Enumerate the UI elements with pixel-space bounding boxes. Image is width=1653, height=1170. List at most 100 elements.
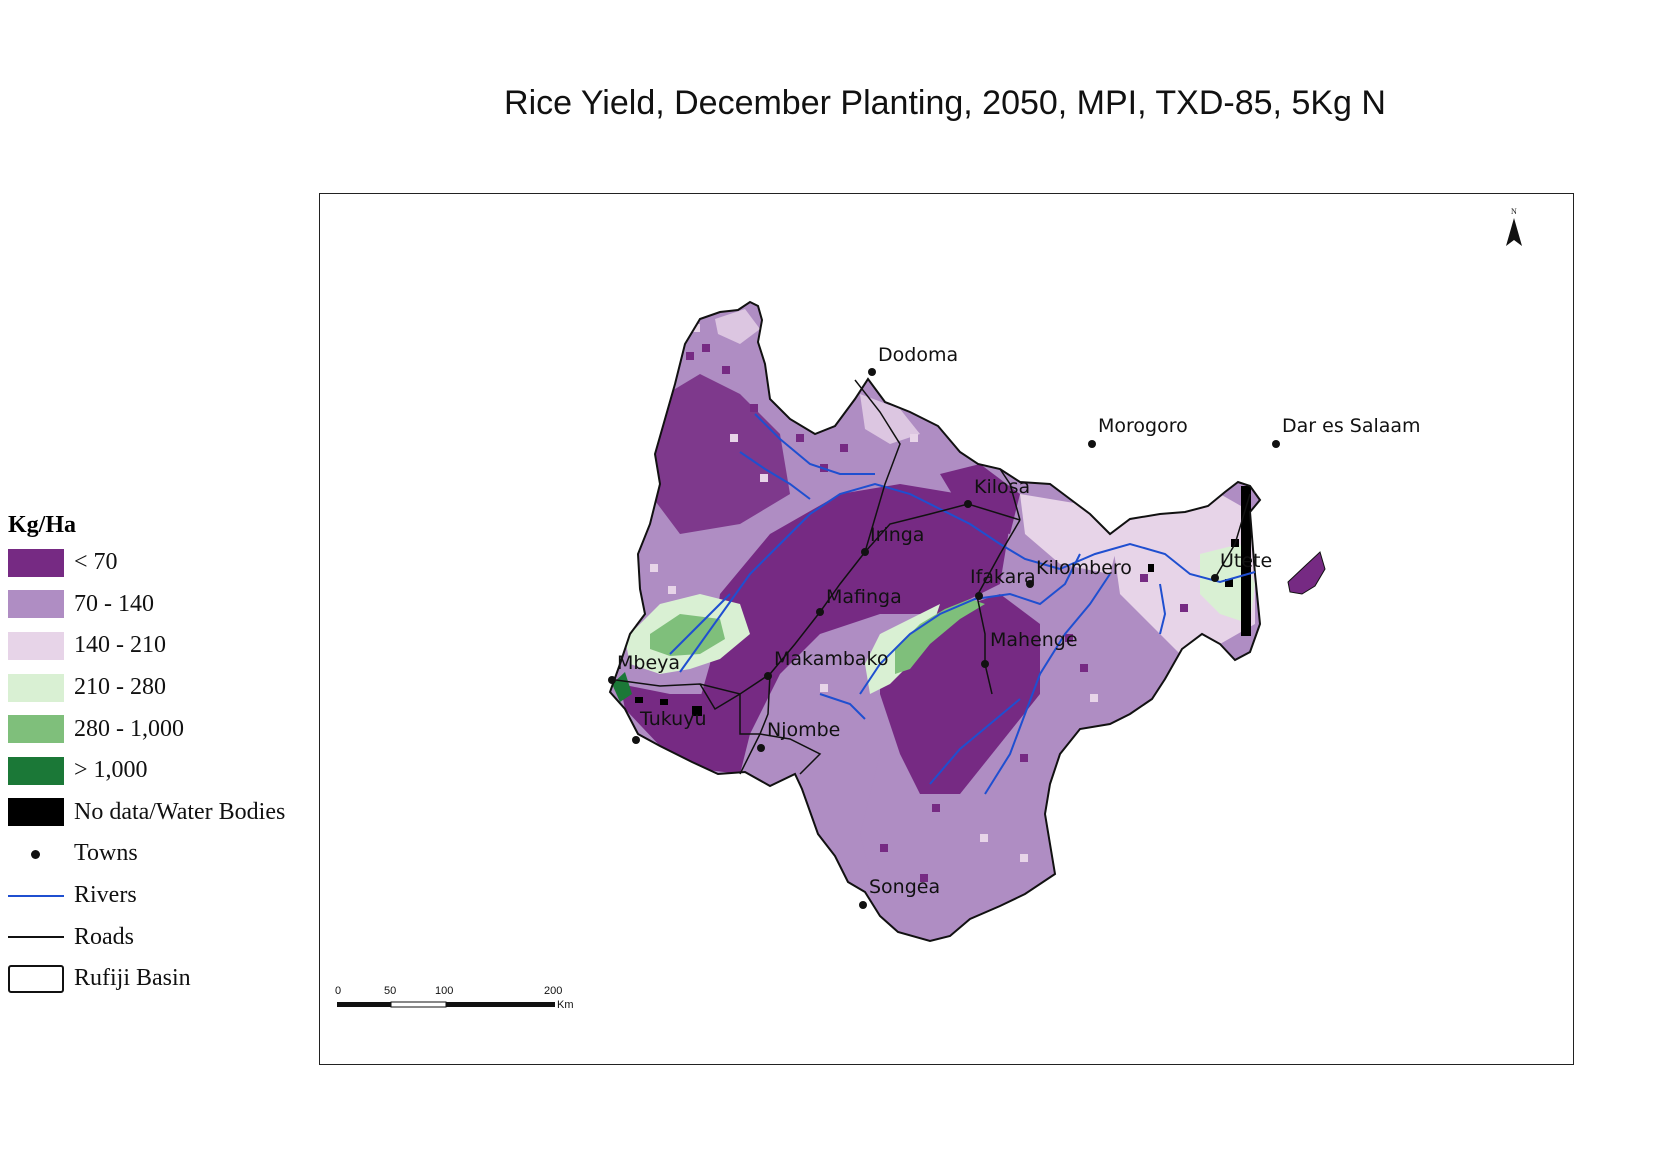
svg-text:Utete: Utete	[1220, 550, 1272, 572]
svg-text:Tukuyu: Tukuyu	[639, 708, 707, 730]
map-title: Rice Yield, December Planting, 2050, MPI…	[504, 84, 1386, 122]
svg-text:Ifakara: Ifakara	[970, 566, 1036, 588]
road-kilosa-ifakara	[976, 519, 1021, 597]
legend-item-rivers: Rivers	[8, 875, 318, 917]
scale-tick-100: 100	[435, 985, 453, 997]
river-north-tributary	[739, 451, 811, 500]
river-luwegu	[984, 573, 1111, 795]
town-songea: Songea	[859, 876, 940, 909]
scale-bar: 0 50 100 200 Km	[335, 985, 574, 1011]
svg-text:Morogoro: Morogoro	[1098, 415, 1188, 437]
town-kilombero: Kilombero	[1026, 557, 1132, 588]
town-tukuyu: Tukuyu	[632, 708, 707, 744]
road-tukuyu	[699, 683, 741, 711]
svg-text:Iringa: Iringa	[870, 524, 924, 546]
road-line-icon	[8, 923, 64, 951]
svg-text:Mbeya: Mbeya	[617, 652, 680, 674]
towns: Dodoma Morogoro Dar es Salaam Kilosa Iri…	[608, 344, 1421, 909]
svg-text:Songea: Songea	[869, 876, 940, 898]
road-njombe-loop	[759, 733, 822, 775]
legend-swatch-gt1000	[8, 756, 64, 785]
legend-item-basin: Rufiji Basin	[8, 958, 318, 1000]
legend-item-70-140: 70 - 140	[8, 584, 318, 626]
raster-speckles-light	[650, 324, 1098, 862]
svg-text:N: N	[1511, 207, 1517, 216]
legend-label: 70 - 140	[74, 590, 154, 617]
svg-text:Makambako: Makambako	[774, 648, 889, 670]
zone-140-210-east	[1110, 494, 1255, 654]
legend-swatch-280-1000	[8, 715, 64, 744]
town-njombe: Njombe	[757, 719, 840, 752]
town-morogoro: Morogoro	[1088, 415, 1188, 448]
map-frame: Dodoma Morogoro Dar es Salaam Kilosa Iri…	[319, 193, 1574, 1065]
svg-text:Mafinga: Mafinga	[826, 586, 902, 608]
svg-text:Dar es Salaam: Dar es Salaam	[1282, 415, 1421, 437]
legend-title: Kg/Ha	[8, 512, 77, 538]
town-kilosa: Kilosa	[964, 476, 1030, 508]
map-canvas: Dodoma Morogoro Dar es Salaam Kilosa Iri…	[335, 207, 1522, 1011]
river-east-branch	[1159, 583, 1167, 635]
legend: Kg/Ha < 70 70 - 140 140 - 210 210 - 280 …	[8, 508, 318, 1000]
legend-item-roads: Roads	[8, 916, 318, 958]
road-dodoma-iringa	[854, 379, 901, 553]
river-mbeya	[669, 593, 731, 655]
town-mahenge: Mahenge	[981, 629, 1078, 668]
river-kilombero	[859, 553, 1081, 695]
zone-280-1000-central	[895, 599, 985, 674]
road-east	[999, 468, 1021, 521]
legend-swatch-210-280	[8, 673, 64, 702]
legend-label: Rufiji Basin	[74, 965, 191, 992]
svg-text:Dodoma: Dodoma	[878, 344, 958, 366]
zone-lt70-kilosa	[940, 464, 1020, 534]
legend-label: No data/Water Bodies	[74, 798, 286, 825]
river-little-ruaha	[754, 413, 875, 475]
svg-text:Kilosa: Kilosa	[974, 476, 1030, 498]
north-arrow-icon: N	[1506, 207, 1522, 246]
legend-item-gt1000: > 1,000	[8, 750, 318, 792]
road-south	[739, 694, 762, 775]
town-utete: Utete	[1211, 550, 1272, 582]
island	[1287, 551, 1326, 595]
legend-item-towns: Towns	[8, 833, 318, 875]
town-dodoma: Dodoma	[868, 344, 958, 376]
legend-item-lt70: < 70	[8, 542, 318, 584]
legend-label: 280 - 1,000	[74, 715, 184, 742]
rivers	[669, 413, 1256, 795]
zone-280-1000-west	[650, 614, 725, 656]
legend-item-280-1000: 280 - 1,000	[8, 708, 318, 750]
river-great-ruaha	[679, 482, 1061, 673]
legend-label: Roads	[74, 923, 134, 950]
legend-swatch-nodata	[8, 798, 64, 827]
river-rufiji	[1059, 542, 1256, 584]
town-dar-es-salaam: Dar es Salaam	[1272, 415, 1421, 448]
river-southwest	[819, 693, 866, 720]
legend-item-140-210: 140 - 210	[8, 625, 318, 667]
svg-text:Njombe: Njombe	[767, 719, 840, 741]
scale-tick-50: 50	[384, 985, 396, 997]
road-iringa-kilosa	[864, 503, 1021, 553]
road-makambako-njombe	[759, 673, 771, 735]
legend-swatch-lt70	[8, 548, 64, 577]
roads	[615, 379, 1251, 775]
legend-swatch-70-140	[8, 590, 64, 619]
legend-swatch-140-210	[8, 631, 64, 660]
scale-unit: Km	[557, 999, 574, 1011]
legend-label: 210 - 280	[74, 674, 166, 701]
legend-label: Towns	[74, 840, 138, 867]
town-iringa: Iringa	[861, 524, 924, 556]
town-dot-icon	[8, 840, 64, 868]
legend-item-210-280: 210 - 280	[8, 667, 318, 709]
road-ifakara-mahenge	[976, 595, 993, 695]
town-mbeya: Mbeya	[608, 652, 680, 684]
zone-140-210-top	[715, 309, 760, 344]
svg-text:Mahenge: Mahenge	[990, 629, 1078, 651]
svg-text:Kilombero: Kilombero	[1036, 557, 1132, 579]
basin-outline	[608, 300, 1262, 943]
zone-lt70-southwest	[620, 684, 750, 774]
town-ifakara: Ifakara	[970, 566, 1036, 600]
legend-label: 140 - 210	[74, 632, 166, 659]
legend-item-nodata: No data/Water Bodies	[8, 792, 318, 834]
legend-label: > 1,000	[74, 757, 148, 784]
basin-outline-icon	[8, 964, 64, 993]
town-makambako: Makambako	[764, 648, 889, 680]
